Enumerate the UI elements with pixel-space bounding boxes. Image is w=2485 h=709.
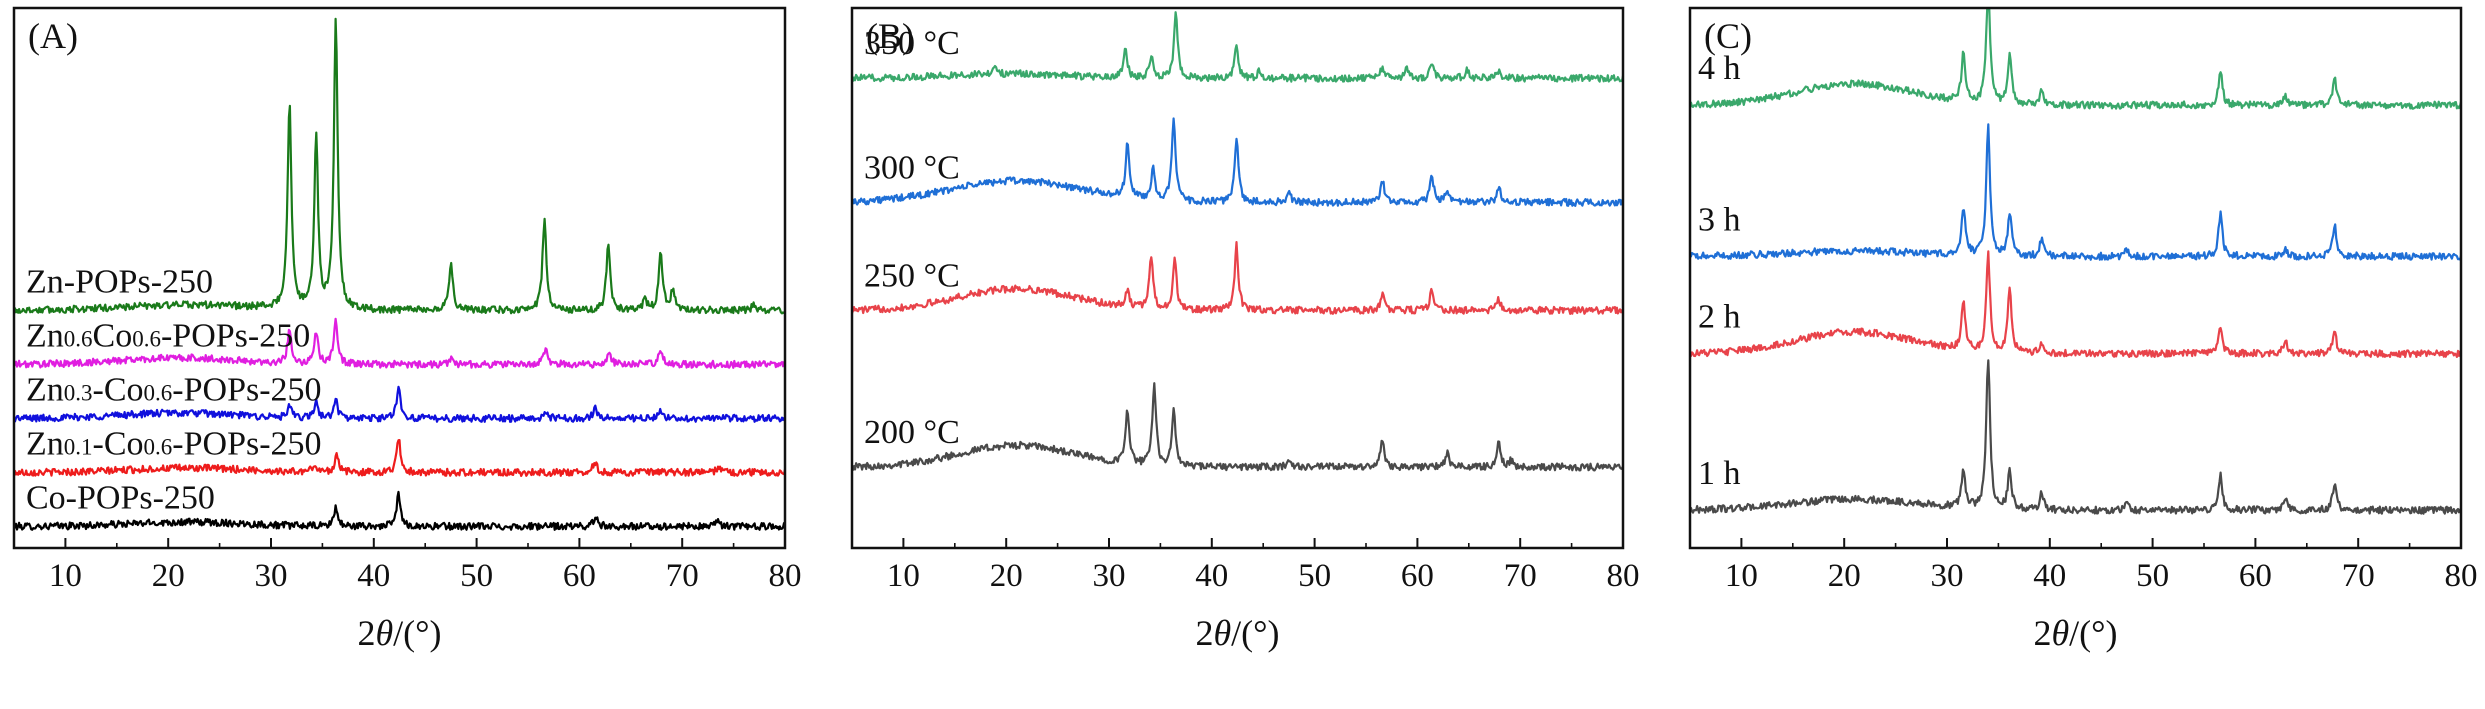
x-tick-label: 50 (460, 558, 493, 594)
x-tick-label: 70 (1504, 558, 1537, 594)
x-tick-label: 30 (255, 558, 288, 594)
series-label: 200 °C (864, 414, 960, 451)
x-tick-label: 80 (1607, 558, 1640, 594)
x-tick-label: 70 (666, 558, 699, 594)
x-tick-label: 20 (1828, 558, 1861, 594)
series-label: 2 h (1698, 299, 1741, 336)
series-line (13, 17, 786, 315)
series-label: 350 °C (864, 25, 960, 62)
series-line (851, 382, 1625, 472)
x-tick-label: 20 (152, 558, 185, 594)
series-line (13, 490, 787, 531)
panel-b: 200 °C 250 °C 300 °C 350 °C 10 20 30 40 50 60 70 80… (850, 6, 1640, 653)
x-tick-label: 80 (769, 558, 802, 594)
series-line (1689, 123, 2463, 261)
x-tick-label: 30 (1931, 558, 1964, 594)
panel-label: (C) (1704, 16, 1752, 56)
x-tick-label: 80 (2445, 558, 2478, 594)
panel-label: (A) (28, 16, 78, 56)
series-label: 3 h (1698, 201, 1741, 238)
x-tick-label: 40 (2033, 558, 2066, 594)
x-axis-title: 2θ/(°) (1195, 613, 1279, 653)
series-label: 1 h (1698, 455, 1741, 492)
x-tick-label: 10 (49, 558, 82, 594)
series-label: Co-POPs-250 (26, 479, 215, 516)
series-line (13, 439, 787, 477)
x-tick-label: 60 (1401, 558, 1434, 594)
series-label: Zn0.3-Co0.6-POPs-250 (26, 371, 322, 408)
x-axis-title: 2θ/(°) (357, 613, 441, 653)
plot-frame (1688, 6, 2463, 550)
plot-frame (850, 6, 1625, 550)
series-label: Zn0.6Co0.6-POPs-250 (26, 317, 310, 354)
series-label: Zn0.1-Co0.6-POPs-250 (26, 425, 322, 462)
series-line (12, 385, 786, 423)
panel-label: (B) (866, 16, 914, 56)
series-line (1688, 359, 2462, 515)
x-tick-label: 30 (1093, 558, 1126, 594)
series-line (1688, 250, 2463, 358)
panel-a: Co-POPs-250 Zn0.1-Co0.6-POPs-250 Zn0.3-Co0… (12, 6, 802, 653)
series-line (1688, 7, 2463, 110)
series-label: Zn-POPs-250 (26, 263, 213, 300)
series-line (851, 11, 1625, 83)
x-tick-label: 70 (2342, 558, 2375, 594)
x-tick-label: 10 (887, 558, 920, 594)
x-tick-label: 60 (2239, 558, 2272, 594)
x-tick-label: 50 (1298, 558, 1331, 594)
x-tick-label: 40 (357, 558, 390, 594)
series-label: 4 h (1698, 50, 1741, 87)
series-label: 250 °C (864, 257, 960, 294)
series-line (850, 241, 1625, 315)
plot-frame (12, 6, 787, 550)
series-label: 300 °C (864, 149, 960, 186)
panel-c: 1 h 2 h 3 h 4 h 10 20 30 40 50 60 70 80 2θ/(°) (C) (1688, 6, 2478, 653)
x-tick-label: 40 (1195, 558, 1228, 594)
series-line (13, 317, 786, 369)
x-tick-label: 10 (1725, 558, 1758, 594)
x-tick-label: 20 (990, 558, 1023, 594)
series-line (850, 117, 1625, 207)
x-axis-title: 2θ/(°) (2033, 613, 2117, 653)
x-tick-label: 50 (2136, 558, 2169, 594)
x-tick-label: 60 (563, 558, 596, 594)
